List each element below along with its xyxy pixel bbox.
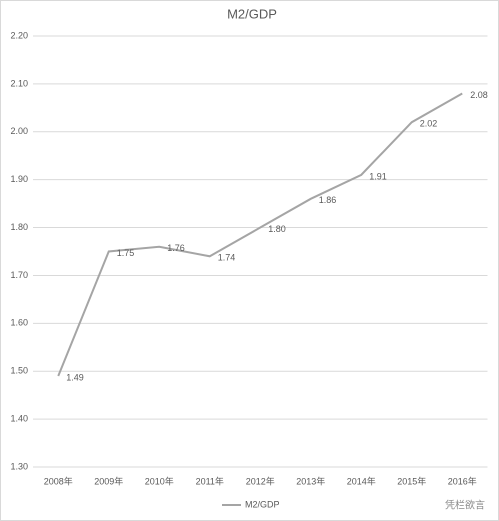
data-label: 1.75 xyxy=(117,248,135,258)
data-line xyxy=(57,92,463,377)
data-label: 2.08 xyxy=(470,90,488,100)
y-tick-label: 2.10 xyxy=(10,78,28,88)
x-tick-label: 2013年 xyxy=(296,475,325,486)
legend-label: M2/GDP xyxy=(245,499,280,509)
data-label: 1.49 xyxy=(66,372,84,382)
y-tick-label: 1.30 xyxy=(10,461,28,471)
x-tick-label: 2010年 xyxy=(145,475,174,486)
y-tick-label: 2.20 xyxy=(10,30,28,40)
y-tick-label: 1.60 xyxy=(10,318,28,328)
chart-title: M2/GDP xyxy=(227,6,277,21)
y-tick-label: 1.50 xyxy=(10,366,28,376)
x-tick-label: 2011年 xyxy=(196,475,224,486)
y-tick-label: 1.80 xyxy=(10,222,28,232)
x-tick-label: 2009年 xyxy=(94,475,123,486)
x-tick-label: 2014年 xyxy=(347,475,376,486)
data-label: 1.76 xyxy=(167,243,185,253)
data-label: 1.91 xyxy=(369,171,387,181)
data-label: 1.74 xyxy=(218,253,236,263)
y-tick-label: 2.00 xyxy=(10,126,28,136)
y-tick-label: 1.90 xyxy=(10,174,28,184)
x-tick-label: 2008年 xyxy=(44,475,73,486)
y-tick-label: 1.70 xyxy=(10,270,28,280)
x-tick-label: 2016年 xyxy=(448,475,477,486)
y-tick-label: 1.40 xyxy=(10,413,28,423)
data-label: 2.02 xyxy=(420,119,438,129)
data-label: 1.80 xyxy=(268,224,286,234)
x-tick-label: 2015年 xyxy=(397,475,426,486)
data-label: 1.86 xyxy=(319,195,337,205)
watermark: 凭栏欲言 xyxy=(445,499,485,512)
x-tick-label: 2012年 xyxy=(246,475,275,486)
